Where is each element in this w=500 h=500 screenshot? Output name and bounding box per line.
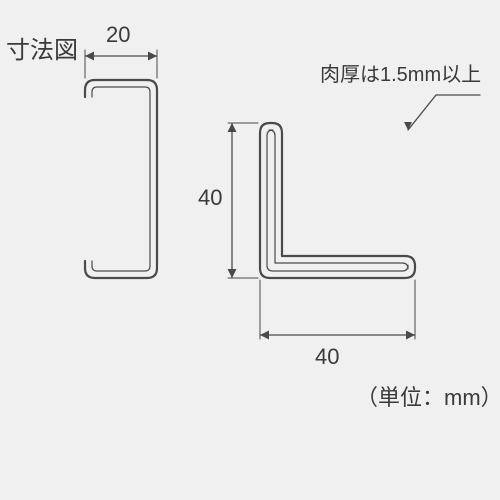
dim-left-width: 20 (106, 22, 130, 48)
dim-right-vertical: 40 (198, 185, 222, 211)
dim-right-horizontal: 40 (315, 344, 339, 370)
dimension-diagram: 寸法図 20 40 40 肉厚は1.5mm以上 （単位：mm） (0, 0, 500, 500)
unit-label: （単位：mm） (356, 380, 500, 412)
thickness-note: 肉厚は1.5mm以上 (320, 58, 481, 87)
